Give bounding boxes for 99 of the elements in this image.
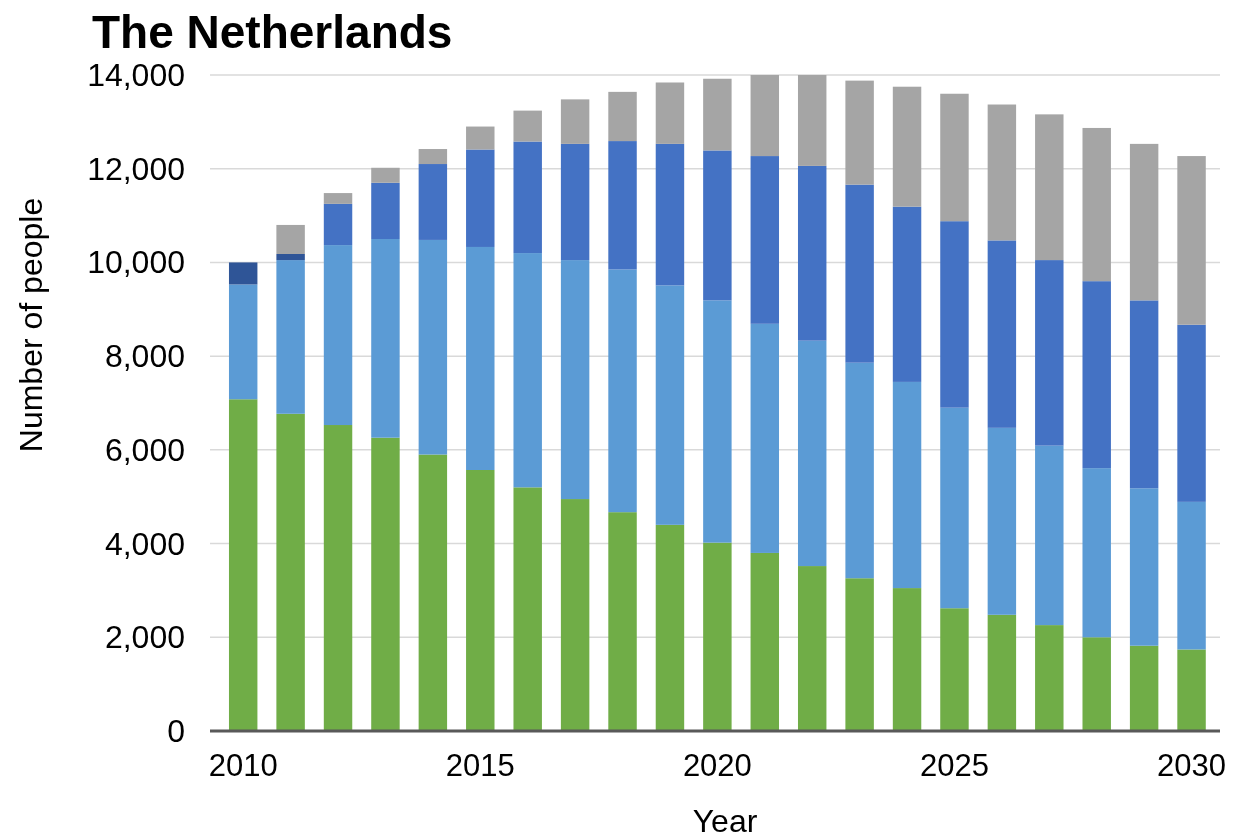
bar [655, 82, 685, 144]
bar [797, 566, 827, 731]
bar [1177, 324, 1206, 502]
bar [560, 499, 590, 731]
bar [513, 487, 542, 731]
bar [608, 141, 637, 270]
bar [228, 284, 258, 400]
bar [1035, 260, 1064, 446]
bar [940, 407, 969, 609]
bar [892, 588, 922, 731]
bar [371, 182, 400, 239]
bar [418, 454, 448, 731]
bar [1035, 625, 1064, 731]
bar [323, 425, 353, 731]
bar [513, 253, 542, 488]
bar [797, 75, 827, 166]
x-tick-label: 2025 [919, 748, 989, 783]
bar [466, 126, 495, 150]
bar [1129, 645, 1159, 731]
bar [276, 253, 305, 261]
bar [608, 91, 637, 142]
bar [750, 552, 780, 731]
bar [276, 224, 305, 254]
bar [845, 362, 874, 579]
bar [940, 93, 969, 222]
y-tick-label: 12,000 [87, 150, 185, 187]
bar [703, 300, 732, 543]
bar [560, 260, 590, 500]
bar [845, 80, 874, 185]
x-axis-title: Year [692, 803, 758, 839]
y-tick-label: 6,000 [104, 431, 185, 468]
y-tick-label: 8,000 [104, 338, 185, 375]
bar [655, 143, 685, 286]
bar [797, 165, 827, 341]
bar [1177, 501, 1206, 650]
bar [228, 262, 258, 285]
bar [703, 542, 732, 731]
bar [418, 164, 448, 240]
chart-title: The Netherlands [92, 6, 453, 58]
bar [323, 193, 353, 204]
y-tick-label: 14,000 [87, 57, 185, 93]
bar [797, 340, 827, 567]
bar [228, 399, 258, 731]
bar [1035, 114, 1064, 261]
y-tick-label: 0 [167, 713, 185, 749]
bar [560, 143, 590, 261]
bar [371, 239, 400, 438]
bar [418, 149, 448, 165]
bar [845, 184, 874, 363]
bar [892, 86, 922, 207]
bar [703, 78, 732, 151]
bar [323, 245, 353, 426]
bar [276, 413, 305, 731]
bar [987, 240, 1017, 428]
bar [466, 246, 495, 471]
x-tick-label: 2010 [208, 748, 278, 783]
y-tick-label: 10,000 [87, 244, 185, 281]
x-tick-label: 2020 [682, 748, 752, 783]
bar [608, 269, 637, 513]
bar [1035, 445, 1064, 626]
bar [987, 614, 1017, 731]
bar [371, 437, 400, 731]
bar [560, 99, 590, 144]
bar [513, 110, 542, 142]
bar [608, 512, 637, 731]
bar [1177, 156, 1206, 325]
bar [1082, 637, 1111, 731]
bar [750, 156, 780, 324]
bar [892, 206, 922, 382]
bar [513, 141, 542, 254]
bar [323, 203, 353, 246]
bar [750, 323, 780, 553]
bar [940, 221, 969, 408]
bar [750, 75, 780, 157]
bar [703, 150, 732, 301]
y-tick-label: 2,000 [104, 619, 185, 656]
bar [1129, 143, 1159, 301]
bar [371, 167, 400, 183]
y-tick-label: 4,000 [104, 525, 185, 562]
bar [940, 608, 969, 731]
x-tick-label: 2030 [1157, 748, 1227, 783]
bar [1082, 127, 1111, 282]
bar [1129, 300, 1159, 489]
x-tick-label: 2015 [445, 748, 515, 783]
bar [655, 285, 685, 525]
bar [1082, 468, 1111, 638]
bar [1177, 649, 1206, 731]
bar [1129, 488, 1159, 646]
bar [466, 470, 495, 731]
bar [418, 239, 448, 455]
bar [466, 149, 495, 247]
bar [987, 427, 1017, 615]
bar [655, 524, 685, 731]
bar [1082, 281, 1111, 469]
y-axis-title: Number of people [13, 197, 49, 453]
bar [845, 578, 874, 731]
bar [892, 381, 922, 589]
bar [987, 104, 1017, 241]
bar [276, 260, 305, 414]
